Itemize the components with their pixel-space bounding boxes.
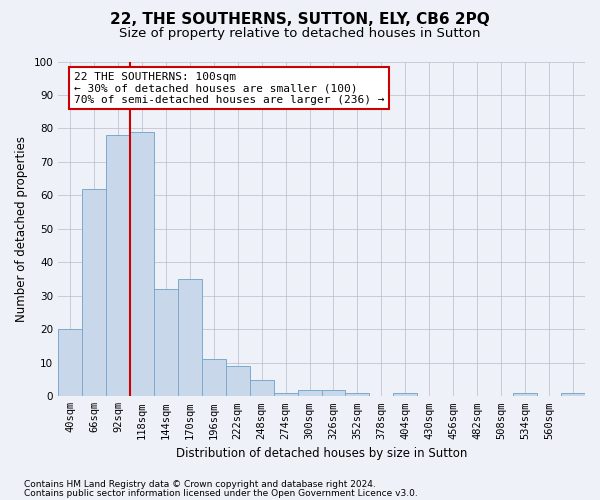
Bar xyxy=(106,135,130,396)
Bar xyxy=(154,289,178,397)
Bar xyxy=(202,360,226,397)
Bar xyxy=(82,188,106,396)
Bar xyxy=(58,330,82,396)
Bar xyxy=(322,390,346,396)
Text: Contains HM Land Registry data © Crown copyright and database right 2024.: Contains HM Land Registry data © Crown c… xyxy=(24,480,376,489)
Bar xyxy=(298,390,322,396)
Text: Contains public sector information licensed under the Open Government Licence v3: Contains public sector information licen… xyxy=(24,488,418,498)
Bar xyxy=(513,393,537,396)
Text: Size of property relative to detached houses in Sutton: Size of property relative to detached ho… xyxy=(119,28,481,40)
X-axis label: Distribution of detached houses by size in Sutton: Distribution of detached houses by size … xyxy=(176,447,467,460)
Y-axis label: Number of detached properties: Number of detached properties xyxy=(15,136,28,322)
Bar xyxy=(346,393,370,396)
Bar xyxy=(226,366,250,396)
Bar xyxy=(130,132,154,396)
Text: 22, THE SOUTHERNS, SUTTON, ELY, CB6 2PQ: 22, THE SOUTHERNS, SUTTON, ELY, CB6 2PQ xyxy=(110,12,490,28)
Text: 22 THE SOUTHERNS: 100sqm
← 30% of detached houses are smaller (100)
70% of semi-: 22 THE SOUTHERNS: 100sqm ← 30% of detach… xyxy=(74,72,385,104)
Bar xyxy=(394,393,418,396)
Bar xyxy=(561,393,585,396)
Bar xyxy=(178,279,202,396)
Bar xyxy=(274,393,298,396)
Bar xyxy=(250,380,274,396)
